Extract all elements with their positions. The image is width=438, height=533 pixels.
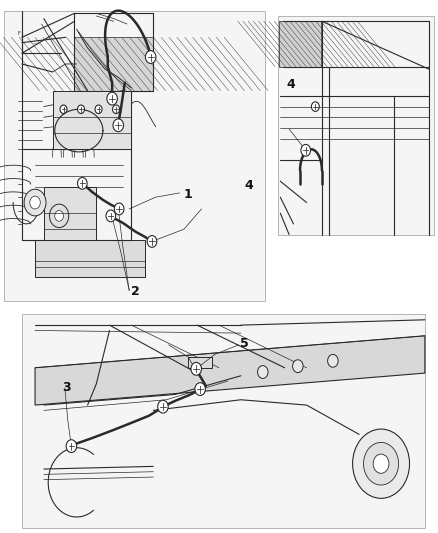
Circle shape — [364, 442, 399, 485]
Bar — [74, 37, 153, 91]
Bar — [35, 240, 145, 277]
Circle shape — [30, 196, 40, 209]
Circle shape — [373, 454, 389, 473]
Circle shape — [113, 105, 120, 114]
Text: 4: 4 — [286, 78, 295, 91]
Text: F: F — [18, 30, 21, 36]
Bar — [53, 91, 131, 149]
Circle shape — [145, 51, 156, 63]
Text: 1: 1 — [183, 188, 192, 200]
Circle shape — [49, 204, 69, 228]
Circle shape — [191, 362, 201, 375]
Bar — [44, 187, 96, 240]
Circle shape — [147, 236, 157, 247]
Circle shape — [114, 203, 124, 215]
Circle shape — [195, 383, 205, 395]
Text: 4: 4 — [244, 179, 253, 192]
Circle shape — [78, 177, 87, 189]
Circle shape — [301, 144, 311, 156]
Circle shape — [353, 429, 410, 498]
Bar — [22, 314, 425, 528]
Circle shape — [55, 211, 64, 221]
Circle shape — [66, 440, 77, 453]
Text: 2: 2 — [131, 285, 139, 298]
Circle shape — [258, 366, 268, 378]
Circle shape — [311, 102, 319, 111]
Circle shape — [60, 105, 67, 114]
Circle shape — [106, 210, 116, 222]
Bar — [279, 21, 321, 67]
Text: —: — — [33, 41, 39, 46]
Circle shape — [107, 92, 117, 105]
Bar — [278, 16, 434, 235]
Circle shape — [24, 189, 46, 216]
Text: 3: 3 — [62, 381, 71, 394]
Bar — [188, 357, 212, 368]
Text: 5: 5 — [240, 337, 249, 350]
Circle shape — [328, 354, 338, 367]
Bar — [4, 11, 265, 301]
Circle shape — [95, 105, 102, 114]
Circle shape — [78, 105, 85, 114]
Circle shape — [158, 400, 168, 413]
Circle shape — [113, 119, 124, 132]
Polygon shape — [35, 336, 425, 405]
Circle shape — [293, 360, 303, 373]
